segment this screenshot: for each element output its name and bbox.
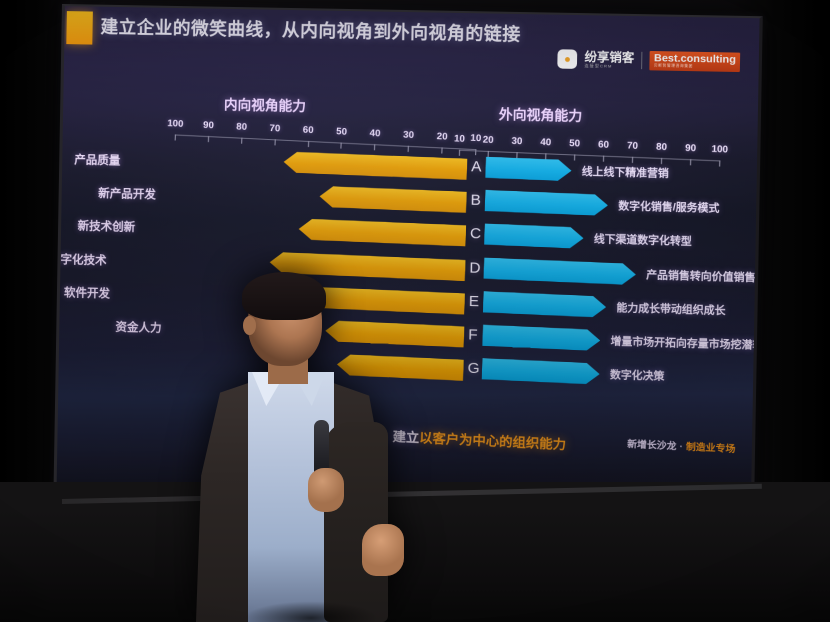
outward-category-label: 线上线下精准营销: [581, 165, 669, 180]
axis-right-tick-label: 50: [568, 137, 581, 150]
outward-bar: [483, 257, 636, 285]
brand-divider: [641, 51, 643, 70]
row-code: A: [471, 158, 482, 176]
row-code: C: [469, 225, 482, 243]
axis-left-tick: [340, 142, 343, 149]
speaker-hand-holding-mic: [308, 468, 344, 512]
outward-bar: [483, 291, 607, 318]
speaker-floor-shadow: [216, 582, 406, 622]
axis-left-tick-label: 90: [202, 119, 215, 132]
title-accent-block: [66, 11, 93, 45]
axis-right-tick-label: 100: [711, 143, 729, 156]
outward-bar: [482, 358, 600, 385]
axis-left-tick: [307, 140, 309, 148]
axis-left-tick-label: 20: [436, 130, 448, 143]
axis-left-tick-label: 100: [167, 118, 184, 130]
inward-bar: [298, 219, 466, 247]
axis-left-tick: [407, 145, 410, 152]
outward-bar: [485, 157, 572, 182]
axis-left-tick: [207, 136, 210, 143]
slide-title: 建立企业的微笑曲线，从内向视角到外向视角的链接: [100, 16, 521, 45]
event-separator: ·: [679, 441, 683, 453]
event-tag: 新增长沙龙 · 制造业专场: [627, 436, 736, 455]
outward-category-label: 线下渠道数字化转型: [593, 233, 692, 249]
speaker-gesturing-hand: [362, 524, 404, 576]
axis-right-tick-label: 10: [453, 133, 466, 145]
axis-left-tick: [274, 139, 276, 146]
axis-left-tick-label: 40: [369, 127, 381, 140]
inward-category-label: 新技术创新: [77, 220, 136, 235]
inward-category-label: 软件开发: [63, 286, 111, 301]
axis-right-tick-label: 30: [511, 135, 523, 148]
axis-left-tick: [374, 144, 376, 151]
outward-category-label: 能力成长带动组织成长: [616, 301, 726, 317]
row-code: B: [470, 191, 482, 210]
brand-partner: Best.consulting 贝斯哲管理咨询集团: [649, 51, 741, 72]
axis-line-left: [174, 134, 476, 151]
brand-logos: ● 纷享销客 连接型CRM Best.consulting 贝斯哲管理咨询集团: [557, 49, 741, 72]
inward-category-label: 数字化技术: [56, 253, 107, 267]
inward-category-label: 资金人力: [115, 321, 162, 335]
axis-left-tick: [240, 137, 243, 144]
axis-right-tick-label: 80: [655, 141, 668, 154]
axis-right-tick-label: 70: [626, 140, 639, 152]
inward-category-label: 产品质量: [74, 154, 121, 168]
inward-bar: [319, 186, 467, 213]
axis-title-right: 外向视角能力: [498, 106, 583, 124]
axis-left-tick-label: 80: [236, 121, 248, 133]
speaker-hair: [242, 272, 326, 320]
brand-name-cn: 纷享销客 连接型CRM: [584, 50, 634, 69]
axis-right-tick: [458, 149, 461, 156]
axis-left-tick-label: 50: [335, 126, 348, 138]
caption-highlight-text: 以客户为中心的组织能力: [419, 430, 567, 453]
axis-left-tick: [174, 134, 176, 141]
axis-right-tick-label: 90: [684, 142, 697, 155]
outward-category-label: 增量市场开拓向存量市场挖潜转移: [610, 335, 760, 352]
row-code: G: [467, 359, 480, 378]
axis-title-left: 内向视角能力: [223, 97, 307, 115]
outward-bar: [484, 224, 584, 249]
event-track: 制造业专场: [685, 441, 736, 456]
axis-right-tick: [487, 150, 489, 158]
outward-bar: [485, 190, 609, 216]
axis-ruler-left: 100 90 80 70 60 50 40 30 20 10: [167, 118, 482, 156]
axis-right-tick-label: 20: [482, 134, 494, 147]
row-code: D: [469, 258, 481, 277]
axis-right-tick-label: 60: [597, 139, 610, 151]
axis-left-tick-label: 70: [269, 122, 281, 135]
row-code: F: [468, 326, 478, 344]
inward-category-label: 新产品开发: [98, 188, 156, 202]
outward-category-label: 产品销售转向价值销售: [646, 268, 756, 284]
axis-left-tick-label: 30: [402, 129, 415, 142]
speaker-person: [196, 272, 436, 622]
axis-left-tick-label: 60: [302, 124, 314, 137]
event-name: 新增长沙龙: [626, 438, 677, 453]
axis-left-tick: [441, 147, 443, 154]
outward-category-label: 数字化决策: [609, 368, 665, 383]
row-code: E: [468, 292, 480, 310]
speaker-ear: [243, 316, 256, 335]
outward-bar: [482, 324, 600, 351]
inward-bar: [283, 151, 467, 179]
fxiaoke-logo-icon: ●: [557, 49, 578, 69]
axis-right-tick-label: 40: [540, 136, 552, 149]
outward-category-label: 数字化销售/服务模式: [618, 200, 720, 215]
